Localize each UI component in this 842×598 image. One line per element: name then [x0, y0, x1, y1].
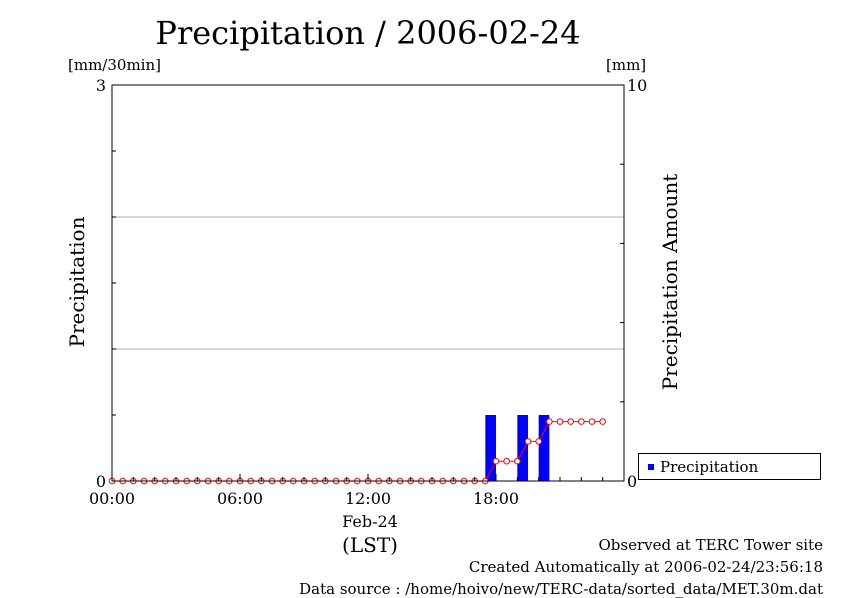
legend: Precipitation: [638, 453, 821, 480]
accumulation-point: [578, 418, 585, 425]
footer-observed: Observed at TERC Tower site: [598, 536, 823, 554]
accumulation-line: [112, 421, 603, 482]
footer-created: Created Automatically at 2006-02-24/23:5…: [468, 558, 823, 576]
right-axis-tick-label: 10: [627, 76, 647, 95]
accumulation-point: [588, 418, 596, 425]
x-tick-label: 06:00: [217, 489, 263, 508]
x-date-label: Feb-24: [342, 512, 398, 531]
x-timezone-label: (LST): [342, 533, 398, 557]
precipitation-bar: [538, 415, 550, 481]
precipitation-bar: [485, 415, 496, 481]
left-axis-tick-label: 0: [96, 472, 106, 491]
accumulation-point: [535, 438, 542, 445]
chart-title: Precipitation / 2006-02-24: [155, 14, 581, 52]
accumulation-point: [514, 457, 521, 465]
legend-swatch-precipitation: [648, 464, 654, 470]
accumulation-point: [599, 418, 606, 425]
precipitation-bar: [517, 415, 528, 481]
accumulation-point: [567, 418, 574, 425]
right-axis-tick-label: 0: [627, 472, 637, 491]
x-tick-label: 18:00: [473, 489, 519, 508]
x-tick-label: 12:00: [345, 489, 391, 508]
x-tick-label: 00:00: [89, 489, 135, 508]
left-axis-unit: [mm/30min]: [68, 56, 161, 74]
footer-source: Data source : /home/hoivo/new/TERC-data/…: [299, 580, 823, 598]
accumulation-point: [524, 438, 532, 445]
accumulation-point: [546, 418, 553, 425]
legend-label-precipitation: Precipitation: [660, 458, 759, 476]
right-axis-unit: [mm]: [606, 56, 647, 74]
left-axis-tick-label: 3: [96, 76, 106, 95]
accumulation-point: [556, 418, 564, 425]
accumulation-point: [503, 457, 510, 465]
accumulation-point: [492, 457, 500, 465]
